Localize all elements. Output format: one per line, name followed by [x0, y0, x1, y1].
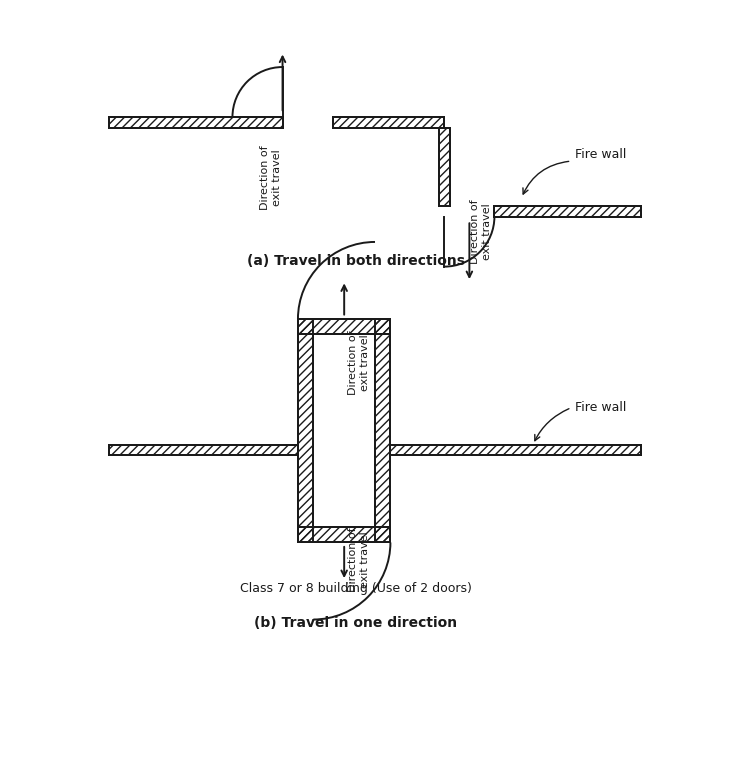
- Bar: [494, 206, 640, 217]
- Bar: [110, 117, 283, 128]
- Text: Direction of
exit travel: Direction of exit travel: [348, 527, 370, 591]
- Text: Direction of
exit travel: Direction of exit travel: [470, 200, 492, 265]
- Bar: [391, 444, 640, 455]
- Bar: [298, 319, 391, 335]
- Bar: [110, 117, 283, 128]
- Text: Direction of
exit travel: Direction of exit travel: [348, 331, 370, 395]
- Bar: [439, 128, 450, 206]
- Bar: [298, 527, 391, 542]
- Bar: [494, 206, 640, 217]
- Bar: [439, 128, 450, 206]
- Bar: [391, 444, 640, 455]
- Bar: [298, 319, 391, 335]
- Text: Direction of
exit travel: Direction of exit travel: [260, 145, 282, 210]
- Bar: [110, 444, 298, 455]
- Bar: [298, 319, 314, 542]
- Text: Fire wall: Fire wall: [575, 148, 627, 161]
- Bar: [375, 319, 391, 542]
- Text: (a) Travel in both directions: (a) Travel in both directions: [247, 255, 465, 268]
- Bar: [298, 319, 314, 542]
- Bar: [332, 117, 444, 128]
- Text: Fire wall: Fire wall: [575, 401, 627, 414]
- Bar: [110, 444, 298, 455]
- Text: Class 7 or 8 building (Use of 2 doors): Class 7 or 8 building (Use of 2 doors): [240, 582, 472, 595]
- Text: (b) Travel in one direction: (b) Travel in one direction: [254, 617, 458, 631]
- Bar: [298, 527, 391, 542]
- Bar: [332, 117, 444, 128]
- Bar: [375, 319, 391, 542]
